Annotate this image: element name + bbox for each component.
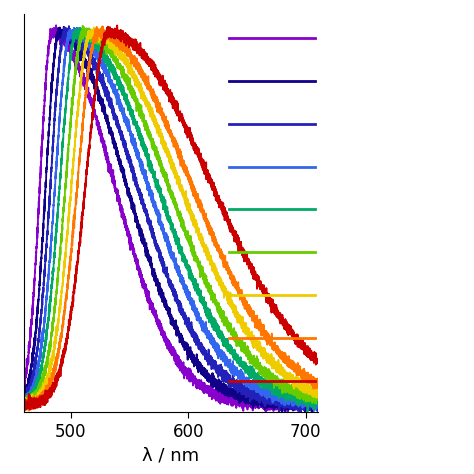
X-axis label: λ / nm: λ / nm [142,447,199,465]
